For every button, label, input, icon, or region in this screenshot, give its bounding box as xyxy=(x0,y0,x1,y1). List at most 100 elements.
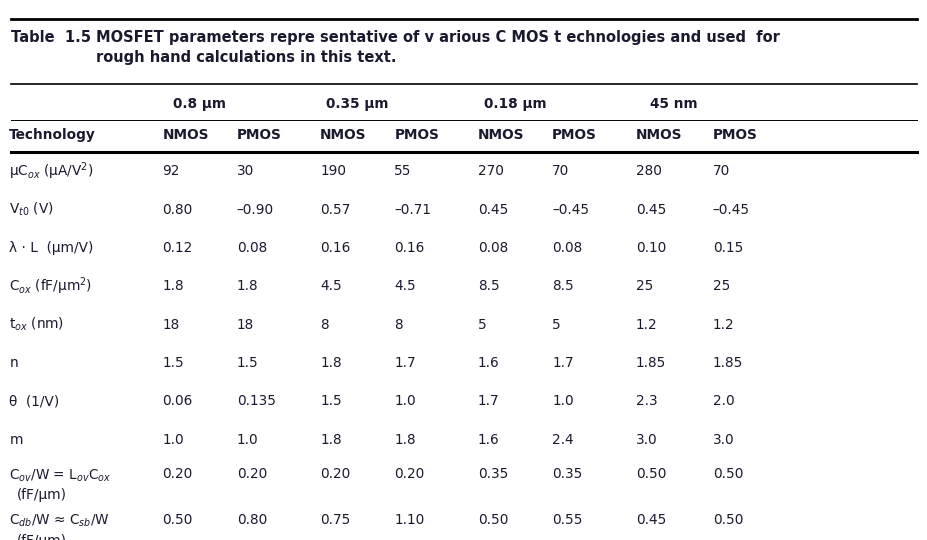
Text: C$_{ov}$/W = L$_{ov}$C$_{ox}$: C$_{ov}$/W = L$_{ov}$C$_{ox}$ xyxy=(9,467,111,483)
Text: 190: 190 xyxy=(320,164,346,178)
Text: 8.5: 8.5 xyxy=(477,279,499,293)
Text: 1.8: 1.8 xyxy=(394,433,415,447)
Text: 0.45: 0.45 xyxy=(635,513,666,527)
Text: 0.135: 0.135 xyxy=(236,394,275,408)
Text: θ  (1/V): θ (1/V) xyxy=(9,394,59,408)
Text: 5: 5 xyxy=(477,318,486,332)
Text: 0.12: 0.12 xyxy=(162,241,193,255)
Text: 3.0: 3.0 xyxy=(635,433,656,447)
Text: 70: 70 xyxy=(712,164,730,178)
Text: t$_{ox}$ (nm): t$_{ox}$ (nm) xyxy=(9,316,64,333)
Text: 0.20: 0.20 xyxy=(320,467,350,481)
Text: 1.7: 1.7 xyxy=(552,356,573,370)
Text: 0.35: 0.35 xyxy=(477,467,508,481)
Text: MOSFET parameters repre sentative of v arious C MOS t echnologies and used  for: MOSFET parameters repre sentative of v a… xyxy=(95,30,779,45)
Text: 0.08: 0.08 xyxy=(552,241,582,255)
Text: 55: 55 xyxy=(394,164,412,178)
Text: 1.7: 1.7 xyxy=(394,356,415,370)
Text: 0.35: 0.35 xyxy=(552,467,582,481)
Text: 0.80: 0.80 xyxy=(236,513,267,527)
Text: 70: 70 xyxy=(552,164,569,178)
Text: 45 nm: 45 nm xyxy=(649,97,697,111)
Text: 30: 30 xyxy=(236,164,254,178)
Text: PMOS: PMOS xyxy=(552,128,596,142)
Text: 2.3: 2.3 xyxy=(635,394,656,408)
Text: 2.4: 2.4 xyxy=(552,433,573,447)
Text: 1.5: 1.5 xyxy=(236,356,258,370)
Text: 0.20: 0.20 xyxy=(236,467,267,481)
Text: 4.5: 4.5 xyxy=(320,279,341,293)
Text: C$_{ox}$ (fF/μm$^2$): C$_{ox}$ (fF/μm$^2$) xyxy=(9,275,93,297)
Text: 0.75: 0.75 xyxy=(320,513,350,527)
Text: –0.90: –0.90 xyxy=(236,202,273,217)
Text: 0.35 μm: 0.35 μm xyxy=(325,97,388,111)
Text: 1.0: 1.0 xyxy=(236,433,258,447)
Text: 1.0: 1.0 xyxy=(552,394,573,408)
Text: 0.80: 0.80 xyxy=(162,202,193,217)
Text: 1.5: 1.5 xyxy=(320,394,341,408)
Text: V$_{t0}$ (V): V$_{t0}$ (V) xyxy=(9,201,54,218)
Text: 0.08: 0.08 xyxy=(477,241,508,255)
Text: 1.5: 1.5 xyxy=(162,356,184,370)
Text: 0.57: 0.57 xyxy=(320,202,350,217)
Text: NMOS: NMOS xyxy=(320,128,366,142)
Text: 2.0: 2.0 xyxy=(712,394,733,408)
Text: 0.10: 0.10 xyxy=(635,241,666,255)
Text: –0.45: –0.45 xyxy=(552,202,589,217)
Text: 8: 8 xyxy=(320,318,328,332)
Text: 18: 18 xyxy=(236,318,254,332)
Text: 0.55: 0.55 xyxy=(552,513,582,527)
Text: 0.50: 0.50 xyxy=(712,467,743,481)
Text: 1.0: 1.0 xyxy=(162,433,184,447)
Text: 3.0: 3.0 xyxy=(712,433,733,447)
Text: 1.6: 1.6 xyxy=(477,433,499,447)
Text: 1.7: 1.7 xyxy=(477,394,499,408)
Text: 25: 25 xyxy=(712,279,730,293)
Text: 5: 5 xyxy=(552,318,560,332)
Text: 0.8 μm: 0.8 μm xyxy=(172,97,226,111)
Text: 1.8: 1.8 xyxy=(320,433,341,447)
Text: 0.50: 0.50 xyxy=(635,467,666,481)
Text: 1.0: 1.0 xyxy=(394,394,415,408)
Text: (fF/μm): (fF/μm) xyxy=(17,488,67,502)
Text: 1.85: 1.85 xyxy=(635,356,666,370)
Text: 0.50: 0.50 xyxy=(162,513,193,527)
Text: 0.45: 0.45 xyxy=(635,202,666,217)
Text: 1.8: 1.8 xyxy=(162,279,184,293)
Text: 0.08: 0.08 xyxy=(236,241,267,255)
Text: 0.06: 0.06 xyxy=(162,394,193,408)
Text: C$_{db}$/W ≈ C$_{sb}$/W: C$_{db}$/W ≈ C$_{sb}$/W xyxy=(9,513,110,529)
Text: 0.45: 0.45 xyxy=(477,202,508,217)
Text: 1.6: 1.6 xyxy=(477,356,499,370)
Text: 0.18 μm: 0.18 μm xyxy=(483,97,546,111)
Text: 0.50: 0.50 xyxy=(477,513,508,527)
Text: PMOS: PMOS xyxy=(236,128,281,142)
Text: 0.15: 0.15 xyxy=(712,241,743,255)
Text: 1.8: 1.8 xyxy=(320,356,341,370)
Text: 1.2: 1.2 xyxy=(635,318,656,332)
Text: 1.10: 1.10 xyxy=(394,513,425,527)
Text: 18: 18 xyxy=(162,318,180,332)
Text: 270: 270 xyxy=(477,164,503,178)
Text: NMOS: NMOS xyxy=(635,128,681,142)
Text: 25: 25 xyxy=(635,279,653,293)
Text: 0.20: 0.20 xyxy=(162,467,193,481)
Text: PMOS: PMOS xyxy=(712,128,756,142)
Text: 8: 8 xyxy=(394,318,402,332)
Text: 1.8: 1.8 xyxy=(236,279,258,293)
Text: rough hand calculations in this text.: rough hand calculations in this text. xyxy=(95,50,396,65)
Text: (fF/μm): (fF/μm) xyxy=(17,534,67,540)
Text: –0.45: –0.45 xyxy=(712,202,749,217)
Text: 4.5: 4.5 xyxy=(394,279,415,293)
Text: 0.16: 0.16 xyxy=(394,241,425,255)
Text: NMOS: NMOS xyxy=(477,128,524,142)
Text: Table  1.5: Table 1.5 xyxy=(11,30,91,45)
Text: m: m xyxy=(9,433,23,447)
Text: 0.50: 0.50 xyxy=(712,513,743,527)
Text: 1.2: 1.2 xyxy=(712,318,733,332)
Text: 92: 92 xyxy=(162,164,180,178)
Text: 1.85: 1.85 xyxy=(712,356,743,370)
Text: NMOS: NMOS xyxy=(162,128,209,142)
Text: PMOS: PMOS xyxy=(394,128,438,142)
Text: n: n xyxy=(9,356,18,370)
